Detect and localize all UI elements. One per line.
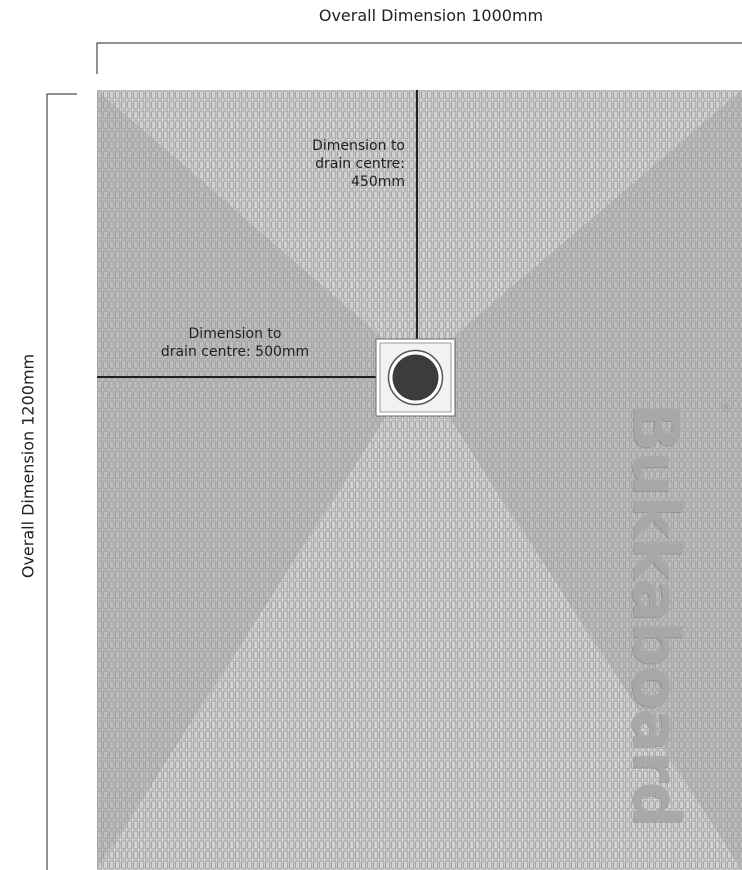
drain-distance-horizontal-label: Dimension to drain centre: 500mm (97, 325, 373, 361)
shower-tray-board: Dimension to drain centre: 450mm Dimensi… (97, 90, 742, 870)
drain (375, 338, 456, 417)
overall-height-label: Overall Dimension 1200mm (18, 353, 38, 579)
drain-vertical-line-2: drain centre: (315, 156, 405, 172)
drain-horizontal-line-2: drain centre: 500mm (160, 344, 310, 360)
overall-width-label: Overall Dimension 1000mm (318, 6, 544, 25)
drain-horizontal-line-1: Dimension to (188, 326, 282, 342)
tray-surface (97, 90, 742, 870)
height-bracket (46, 93, 77, 870)
drain-vertical-line-3: 450mm (351, 174, 405, 190)
width-bracket (96, 42, 742, 74)
brand-name: Bukkaboard (618, 403, 692, 826)
drain-distance-vertical-label: Dimension to drain centre: 450mm (312, 137, 405, 191)
tile-texture (97, 90, 742, 870)
drain-vertical-line-1: Dimension to (312, 138, 405, 154)
registered-mark: ® (720, 401, 732, 415)
